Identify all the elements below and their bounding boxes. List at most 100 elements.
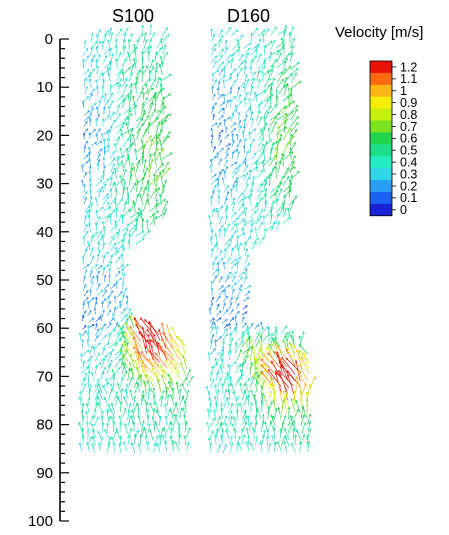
velocity-vector-head <box>130 32 134 36</box>
velocity-vector <box>306 428 311 440</box>
velocity-vector-head <box>246 331 250 335</box>
velocity-vector <box>95 396 98 407</box>
velocity-vector-head <box>242 82 246 86</box>
velocity-vector-head <box>81 164 84 168</box>
velocity-vector <box>148 102 154 115</box>
velocity-vector-head <box>140 186 143 190</box>
velocity-vector-head <box>259 347 263 350</box>
velocity-vector-head <box>121 376 124 380</box>
velocity-vector <box>222 345 225 355</box>
velocity-vector <box>243 165 249 173</box>
velocity-vector-head <box>252 77 255 81</box>
velocity-vector-head <box>133 227 137 231</box>
velocity-vector <box>185 427 191 439</box>
velocity-vector <box>90 33 93 43</box>
velocity-vector-head <box>162 95 165 99</box>
velocity-vector-head <box>250 338 253 342</box>
velocity-vector-head <box>264 193 268 197</box>
velocity-vector-head <box>243 219 247 223</box>
velocity-vector-head <box>86 331 90 335</box>
velocity-vector <box>130 228 137 237</box>
velocity-vector <box>263 93 274 102</box>
velocity-vector-head <box>97 441 101 445</box>
velocity-vector <box>134 49 137 62</box>
velocity-vector-head <box>233 122 237 126</box>
velocity-vector-head <box>255 160 259 163</box>
velocity-vector-head <box>111 368 115 372</box>
velocity-vector-head <box>255 27 259 31</box>
velocity-vector <box>241 228 245 237</box>
velocity-vector <box>120 377 124 388</box>
velocity-vector-head <box>174 401 178 405</box>
velocity-vector <box>162 34 170 42</box>
velocity-vector <box>131 409 136 420</box>
velocity-vector-head <box>120 387 124 391</box>
velocity-vector-head <box>225 165 229 169</box>
velocity-vector-head <box>98 216 101 220</box>
velocity-vector-head <box>183 400 187 404</box>
velocity-vector <box>230 282 237 289</box>
velocity-vector-head <box>97 113 100 117</box>
velocity-vector-head <box>151 415 155 419</box>
velocity-vector <box>124 423 128 434</box>
velocity-vector <box>82 434 84 445</box>
velocity-vector-head <box>260 100 264 104</box>
velocity-vector-head <box>221 289 225 293</box>
velocity-vector <box>104 100 109 107</box>
velocity-vector <box>171 360 181 374</box>
velocity-vector <box>161 200 168 213</box>
velocity-vector <box>128 72 133 83</box>
velocity-vector <box>122 354 128 368</box>
velocity-vector <box>277 161 282 174</box>
velocity-vector-head <box>168 380 171 384</box>
velocity-vector-head <box>234 161 238 165</box>
velocity-vector-head <box>231 423 235 427</box>
velocity-vector-head <box>108 300 112 304</box>
velocity-vector-head <box>272 141 275 145</box>
velocity-vector-head <box>152 361 156 365</box>
velocity-vector-head <box>294 128 298 132</box>
velocity-vector <box>244 207 247 218</box>
velocity-vector-head <box>208 307 212 311</box>
velocity-vector-head <box>131 63 135 67</box>
velocity-vector <box>213 409 217 420</box>
velocity-vector <box>168 381 174 394</box>
velocity-vector-head <box>114 38 118 42</box>
velocity-vector <box>293 409 299 421</box>
velocity-vector-head <box>86 264 90 267</box>
velocity-vector <box>210 321 214 329</box>
velocity-vector <box>235 364 242 374</box>
velocity-vector-head <box>250 110 254 114</box>
velocity-vector <box>128 377 133 388</box>
velocity-vector <box>290 442 296 453</box>
velocity-vector-head <box>163 44 167 48</box>
velocity-vector-head <box>290 151 294 155</box>
velocity-vector-head <box>231 317 235 320</box>
velocity-vector-head <box>274 336 278 340</box>
velocity-vector-head <box>166 324 169 328</box>
velocity-vector-head <box>254 227 258 230</box>
velocity-vector-head <box>169 152 173 155</box>
velocity-vector <box>103 284 110 290</box>
velocity-vector <box>116 156 119 166</box>
velocity-vector <box>234 326 238 335</box>
velocity-vector <box>211 156 217 161</box>
velocity-vector-head <box>216 182 219 186</box>
velocity-vector-head <box>95 296 98 300</box>
velocity-vector-head <box>95 364 98 368</box>
velocity-vector <box>235 396 239 407</box>
velocity-vector <box>209 403 212 414</box>
velocity-vector <box>142 97 148 109</box>
velocity-vector-head <box>239 364 242 368</box>
velocity-vector-head <box>107 72 111 76</box>
velocity-vector <box>123 144 132 153</box>
velocity-vector <box>285 436 290 447</box>
velocity-vector <box>102 84 104 94</box>
velocity-vector-head <box>219 363 223 367</box>
velocity-vector-head <box>245 113 248 117</box>
velocity-vector <box>108 261 112 271</box>
velocity-vector <box>141 78 151 88</box>
velocity-vector <box>102 385 108 395</box>
velocity-vector <box>255 335 262 348</box>
velocity-vector <box>154 110 162 121</box>
